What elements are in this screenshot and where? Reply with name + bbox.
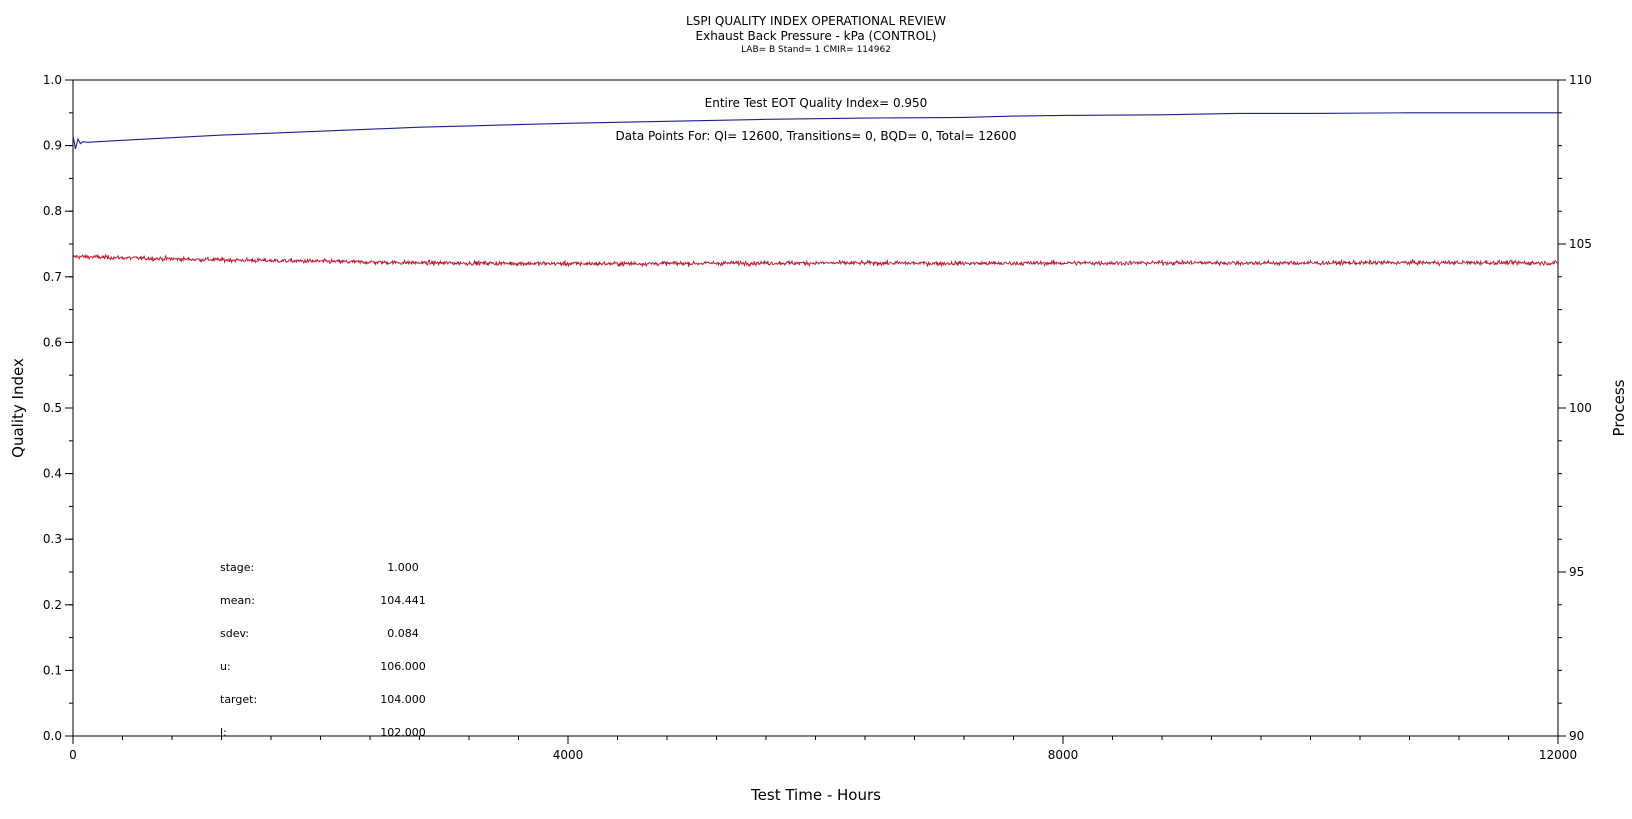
stat-label: sdev: [220, 627, 249, 640]
y-left-tick-label: 0.1 [43, 663, 62, 677]
quality-index-series-line [72, 112, 1558, 150]
stat-value: 106.000 [380, 660, 426, 673]
stat-value: 1.000 [387, 561, 419, 574]
y-left-axis: 0.0 0.1 0.2 0.3 0.4 0.5 0.6 0.7 0.8 0.9 1.0 [43, 73, 73, 743]
eot-quality-index-annotation: Entire Test EOT Quality Index= 0.950 [705, 96, 928, 110]
stat-label: l: [220, 726, 227, 739]
series-layer [72, 112, 1559, 268]
y-left-tick-label: 0.4 [43, 467, 62, 481]
y-left-axis-title: Quality Index [9, 358, 27, 458]
stat-label: stage: [220, 561, 254, 574]
plot-frame [72, 79, 1559, 737]
stat-label: mean: [220, 594, 255, 607]
y-left-tick-label: 0.5 [43, 401, 62, 415]
stat-value: 104.441 [380, 594, 426, 607]
y-right-axis-title: Process [1610, 379, 1628, 436]
y-right-tick-label: 100 [1569, 401, 1592, 415]
chart-subtitle: Exhaust Back Pressure - kPa (CONTROL) [696, 29, 937, 43]
x-axis-title: Test Time - Hours [750, 786, 881, 804]
stats-table: stage: 1.000 mean: 104.441 sdev: 0.084 u: 106.0… [220, 561, 426, 739]
x-tick-label: 8000 [1048, 748, 1079, 762]
stat-value: 104.000 [380, 693, 426, 706]
y-right-tick-label: 90 [1569, 729, 1584, 743]
x-tick-label: 4000 [553, 748, 584, 762]
y-right-tick-label: 110 [1569, 73, 1592, 87]
y-left-tick-label: 0.9 [43, 139, 62, 153]
x-axis: 0 4000 8000 12000 [69, 736, 1577, 762]
y-left-tick-label: 0.8 [43, 204, 62, 218]
stat-label: target: [220, 693, 257, 706]
y-right-tick-label: 105 [1569, 237, 1592, 251]
y-left-tick-label: 0.6 [43, 335, 62, 349]
x-tick-label: 12000 [1539, 748, 1577, 762]
y-left-tick-label: 0.0 [43, 729, 62, 743]
data-points-annotation: Data Points For: QI= 12600, Transitions=… [616, 129, 1017, 143]
y-left-tick-label: 0.3 [43, 532, 62, 546]
chart-title: LSPI QUALITY INDEX OPERATIONAL REVIEW [686, 14, 946, 28]
stat-label: u: [220, 660, 231, 673]
x-tick-label: 0 [69, 748, 77, 762]
y-right-axis: 90 95 100 105 110 [1558, 73, 1592, 743]
stat-value: 0.084 [387, 627, 419, 640]
process-series-line [72, 253, 1559, 268]
y-left-tick-label: 0.2 [43, 598, 62, 612]
y-right-tick-label: 95 [1569, 565, 1584, 579]
stat-value: 102.000 [380, 726, 426, 739]
y-left-tick-label: 1.0 [43, 73, 62, 87]
y-left-tick-label: 0.7 [43, 270, 62, 284]
chart-meta-line: LAB= B Stand= 1 CMIR= 114962 [741, 45, 891, 55]
